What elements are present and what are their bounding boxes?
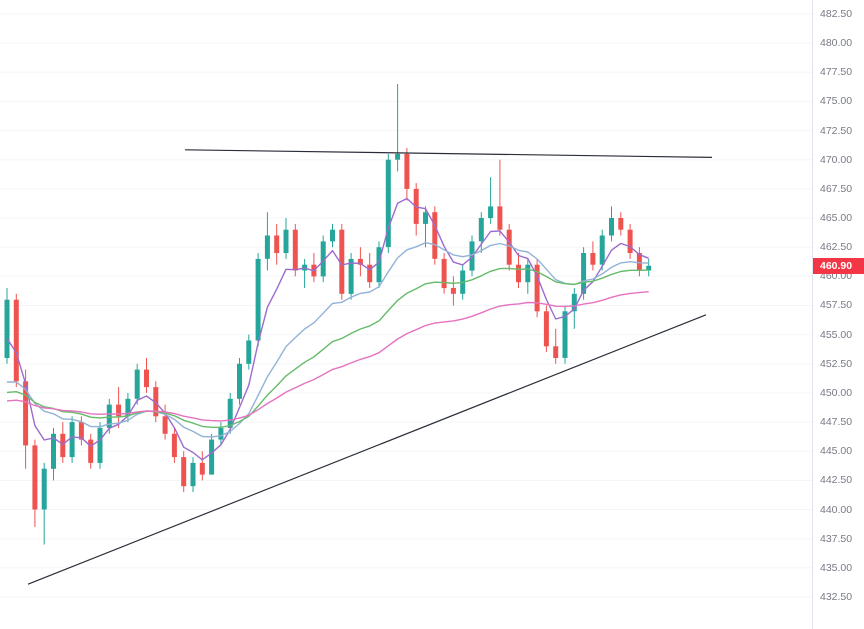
- candle-body: [441, 258, 447, 289]
- y-axis-label: 470.00: [820, 154, 853, 166]
- candle-body: [181, 457, 187, 487]
- ma-green-line[interactable]: [6, 267, 649, 428]
- candle-body: [330, 229, 335, 242]
- candle-body: [97, 427, 103, 463]
- candle-body: [590, 253, 596, 265]
- candle-body: [478, 218, 484, 242]
- price-axis[interactable]: 460.90 482.50 480.00 477.50 475.00 472.50 470…: [812, 0, 864, 629]
- candle-body: [106, 404, 112, 428]
- price-chart-pane[interactable]: [0, 0, 812, 629]
- candle-body: [60, 433, 66, 458]
- candle-body: [395, 153, 401, 160]
- candle-body: [571, 293, 577, 312]
- candle-body: [144, 369, 149, 388]
- y-axis-label: 465.00: [820, 212, 853, 224]
- candle-body: [88, 439, 94, 463]
- candle-body: [404, 153, 410, 189]
- candle-body: [69, 422, 75, 458]
- y-axis-label: 480.00: [820, 37, 853, 49]
- candle-body: [506, 229, 512, 265]
- candle-body: [516, 264, 521, 283]
- candle-body: [171, 433, 177, 458]
- candle-body: [488, 206, 494, 219]
- candle-body: [190, 462, 196, 487]
- y-axis-label: 432.50: [820, 591, 853, 603]
- candle-body: [525, 264, 531, 283]
- y-axis-label: 437.50: [820, 533, 853, 545]
- candle-body: [199, 462, 205, 475]
- candle-body: [357, 258, 363, 265]
- y-axis-label: 445.00: [820, 445, 853, 457]
- candle-body: [283, 229, 289, 253]
- resistance-trendline[interactable]: [184, 149, 713, 158]
- candle-body: [376, 247, 382, 283]
- candle-body: [367, 264, 373, 283]
- y-axis-label: 452.50: [820, 358, 853, 370]
- candle-body: [599, 235, 605, 265]
- candle-body: [534, 264, 540, 312]
- candle-body: [162, 416, 168, 434]
- candle-body: [4, 299, 10, 358]
- candle-body: [618, 218, 624, 230]
- y-axis-label: 442.50: [820, 474, 853, 486]
- candle-body: [41, 468, 47, 510]
- candle-body: [432, 212, 438, 259]
- candle-body: [320, 241, 326, 277]
- candle-body: [218, 427, 224, 440]
- y-axis-label: 467.50: [820, 183, 853, 195]
- candle-body: [497, 206, 503, 230]
- candle-body: [543, 311, 549, 347]
- candle-body: [246, 340, 252, 364]
- candle-body: [116, 404, 122, 417]
- candle-body: [562, 311, 568, 358]
- candle-body: [348, 258, 354, 294]
- y-axis-label: 435.00: [820, 562, 853, 574]
- candle-body: [51, 433, 56, 469]
- y-axis-label: 457.50: [820, 299, 853, 311]
- y-axis-label: 475.00: [820, 95, 853, 107]
- candle-body: [255, 258, 261, 341]
- y-axis-label: 472.50: [820, 125, 853, 137]
- last-price-value: 460.90: [820, 260, 853, 272]
- y-axis-label: 450.00: [820, 387, 853, 399]
- y-axis-label: 455.00: [820, 329, 853, 341]
- candle-body: [385, 159, 391, 248]
- candle-body: [125, 398, 131, 417]
- y-axis-label: 440.00: [820, 504, 853, 516]
- candle-body: [636, 253, 642, 271]
- candle-body: [627, 229, 633, 253]
- candle-body: [134, 369, 140, 399]
- candle-body: [581, 253, 587, 294]
- y-axis-label: 477.50: [820, 66, 853, 78]
- candle-body: [13, 299, 19, 382]
- y-axis-label: 447.50: [820, 416, 853, 428]
- candle-body: [609, 218, 614, 236]
- candle-body: [274, 235, 280, 253]
- candle-body: [553, 346, 559, 358]
- support-trendline[interactable]: [27, 314, 707, 585]
- candle-body: [237, 363, 242, 399]
- ma-blue-line[interactable]: [6, 241, 649, 438]
- candle-body: [646, 265, 652, 271]
- candle-body: [450, 288, 456, 294]
- candle-body: [264, 235, 270, 259]
- last-price-label: 460.90: [813, 258, 864, 274]
- candle-body: [78, 422, 84, 440]
- candle-body: [209, 439, 215, 475]
- ma-fast-purple-line[interactable]: [6, 197, 649, 461]
- y-axis-label: 482.50: [820, 8, 853, 20]
- candle-body: [23, 381, 29, 446]
- candle-body: [153, 387, 159, 417]
- candle-body: [227, 398, 233, 428]
- candle-body: [292, 229, 298, 271]
- candle-body: [32, 445, 38, 510]
- candlestick-chart[interactable]: [0, 0, 812, 629]
- candle-body: [423, 212, 428, 224]
- candle-body: [339, 229, 345, 294]
- y-axis-label: 462.50: [820, 241, 853, 253]
- ma-pink-line[interactable]: [6, 291, 649, 422]
